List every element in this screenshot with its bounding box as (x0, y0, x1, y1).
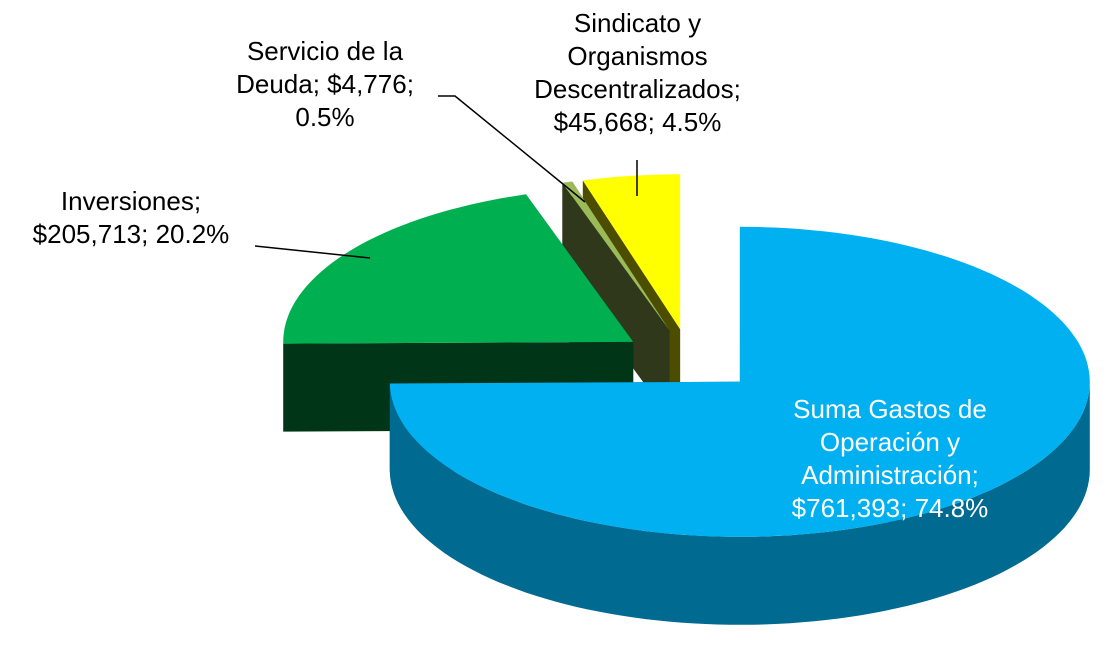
label-part: Suma Gastos de Operación y Administració… (793, 394, 987, 490)
slice-top (582, 174, 681, 330)
leader-line (438, 95, 586, 203)
label-part: $4,776 (327, 69, 414, 99)
label-part: 20.2% (155, 219, 230, 249)
slice-top (389, 226, 1090, 537)
slice-top (562, 181, 670, 331)
label-part: Sindicato y Organismos Descentralizados (534, 8, 741, 104)
pie (283, 174, 1090, 625)
slice-wall (389, 381, 1090, 625)
leader-line (254, 245, 371, 259)
label-part: $205,713 (33, 219, 156, 249)
data-label: Inversiones$205,71320.2% (0, 185, 262, 251)
data-label: Sindicato y Organismos Descentralizados$… (515, 7, 760, 139)
label-part: 4.5% (662, 107, 722, 137)
slice-top (283, 194, 634, 344)
data-label: Suma Gastos de Operación y Administració… (760, 393, 1020, 525)
label-part: Inversiones (61, 186, 201, 216)
label-part: $45,668 (554, 107, 662, 137)
slice-side (572, 181, 670, 419)
label-part: $761,393 (792, 493, 915, 523)
label-part: 0.5% (295, 102, 355, 132)
label-part: 74.8% (914, 493, 989, 523)
data-label: Servicio de la Deuda$4,7760.5% (205, 35, 445, 134)
